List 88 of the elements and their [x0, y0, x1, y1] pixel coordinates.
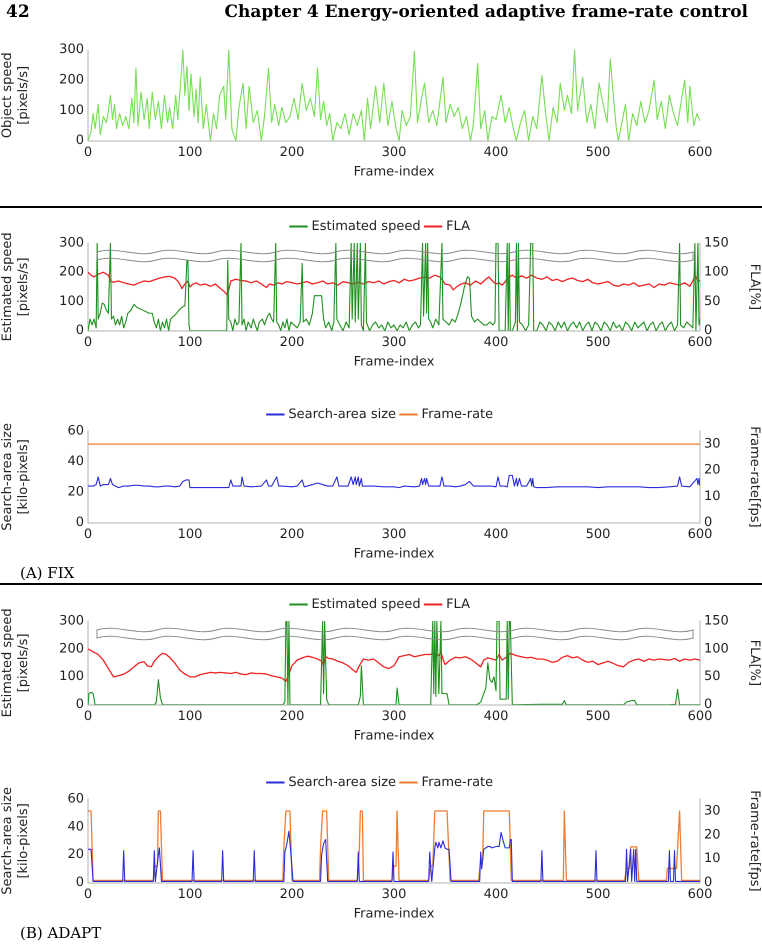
y-tick-label: 300 [59, 613, 84, 628]
y2-tick-label: 10 [704, 851, 721, 866]
y2-axis-title: FLA[%] [746, 640, 762, 686]
y-axis-title: Estimated speed [pixels/s] [0, 608, 31, 718]
legend-label: Search-area size [288, 774, 396, 790]
x-tick-label: 200 [280, 708, 304, 724]
y-tick-label: 20 [67, 484, 84, 500]
x-axis-title: Frame-index [354, 546, 435, 562]
x-tick-label: 600 [688, 886, 712, 902]
legend-label: Search-area size [288, 406, 396, 422]
x-tick-label: 300 [382, 334, 406, 350]
x-axis-title: Frame-index [354, 164, 435, 180]
x-tick-label: 400 [484, 886, 508, 902]
y-tick-label: 0 [76, 875, 84, 890]
x-axis-title: Frame-index [354, 728, 435, 744]
y2-tick-label: 10 [704, 488, 721, 504]
x-tick-label: 100 [178, 886, 202, 902]
x-tick-label: 100 [178, 334, 202, 350]
x-tick-label: 500 [586, 886, 610, 902]
y-axis-title: Estimated speed [pixels/s] [0, 232, 31, 342]
text: (B) ADAPT [20, 924, 102, 942]
y-tick-label: 200 [59, 641, 84, 656]
y-tick-label: 0 [76, 323, 84, 338]
y-tick-label: 100 [59, 294, 84, 309]
legend-label: Estimated speed [312, 596, 421, 612]
y2-tick-label: 30 [704, 803, 721, 818]
x-axis-title: Frame-index [354, 906, 435, 922]
x-tick-label: 400 [484, 334, 508, 350]
x-tick-label: 600 [688, 526, 712, 542]
y-tick-label: 0 [76, 133, 84, 148]
y-tick-label: 300 [59, 235, 84, 250]
y-tick-label: 100 [59, 102, 84, 118]
y2-axis-title: FLA[%] [746, 264, 762, 310]
x-tick-label: 400 [484, 526, 508, 542]
legend-label: Estimated speed [312, 218, 421, 234]
y-axis-title: Object speed [pixels/s] [0, 52, 31, 138]
x-tick-label: 200 [280, 334, 304, 350]
x-tick-label: 300 [382, 886, 406, 902]
text: Chapter 4 Energy-oriented adaptive frame-rate control [224, 2, 748, 22]
x-tick-label: 600 [688, 708, 712, 724]
x-tick-label: 300 [382, 526, 406, 542]
y-tick-label: 100 [59, 669, 84, 684]
legend-label: FLA [446, 596, 470, 612]
y2-tick-label: 150 [704, 613, 729, 628]
x-tick-label: 500 [586, 708, 610, 724]
x-tick-label: 600 [688, 144, 712, 160]
y2-tick-label: 20 [704, 462, 721, 478]
y2-tick-label: 50 [704, 669, 721, 684]
y2-axis-title: Frame-rate[fps] [746, 426, 762, 528]
y-tick-label: 200 [59, 264, 84, 280]
x-tick-label: 600 [688, 334, 712, 350]
x-axis-title: Frame-index [354, 354, 435, 370]
legend-label: Frame-rate [422, 406, 494, 422]
x-tick-label: 200 [280, 526, 304, 542]
legend-label: Frame-rate [422, 774, 494, 790]
x-tick-label: 300 [382, 144, 406, 160]
y2-tick-label: 30 [704, 436, 721, 452]
y-tick-label: 40 [67, 454, 84, 469]
x-tick-label: 100 [178, 144, 202, 160]
x-tick-label: 500 [586, 526, 610, 542]
y-tick-label: 200 [59, 72, 84, 88]
x-tick-label: 500 [586, 334, 610, 350]
x-tick-label: 100 [178, 526, 202, 542]
text: 42 [6, 2, 30, 22]
y2-tick-label: 50 [704, 294, 721, 309]
x-tick-label: 300 [382, 708, 406, 724]
y-tick-label: 40 [67, 819, 84, 834]
x-tick-label: 200 [280, 886, 304, 902]
y2-tick-label: 150 [704, 235, 729, 250]
y-tick-label: 60 [67, 791, 84, 806]
y-tick-label: 20 [67, 847, 84, 862]
legend-label: FLA [446, 218, 470, 234]
y-tick-label: 60 [67, 423, 84, 438]
y-tick-label: 300 [59, 42, 84, 58]
text: (A) FIX [20, 564, 74, 582]
y-tick-label: 0 [76, 697, 84, 712]
y-axis-title: Search-area size [kilo-pixels] [0, 787, 31, 895]
y-axis-title: Search-area size [kilo-pixels] [0, 423, 31, 531]
y2-tick-label: 20 [704, 827, 721, 842]
y2-tick-label: 100 [704, 264, 729, 280]
x-tick-label: 400 [484, 144, 508, 160]
y2-axis-title: Frame-rate[fps] [746, 790, 762, 892]
x-tick-label: 100 [178, 708, 202, 724]
x-tick-label: 400 [484, 708, 508, 724]
y-tick-label: 0 [76, 515, 84, 530]
y2-tick-label: 100 [704, 641, 729, 656]
x-tick-label: 200 [280, 144, 304, 160]
x-tick-label: 500 [586, 144, 610, 160]
